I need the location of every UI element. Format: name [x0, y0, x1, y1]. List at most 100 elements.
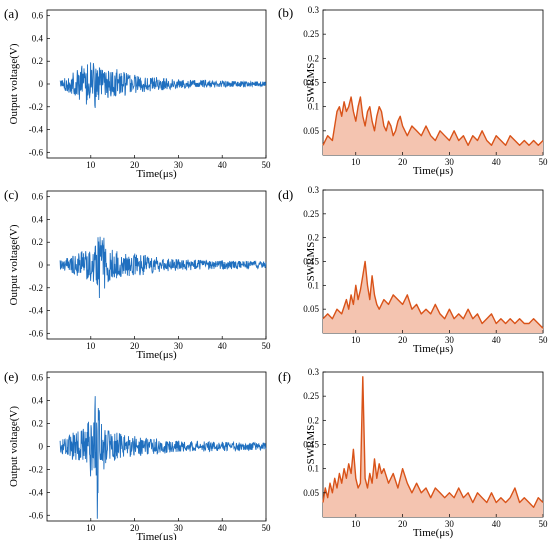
y-tick-label: 0.4	[32, 396, 44, 406]
y-tick-label: 0.15	[303, 257, 319, 267]
x-tick-label: 20	[398, 519, 408, 529]
x-axis-label: Time(μs)	[413, 165, 454, 177]
x-tick-label: 30	[174, 160, 184, 170]
x-tick-label: 30	[174, 341, 184, 351]
swrms-area	[323, 376, 543, 517]
y-tick-label: -0.4	[29, 306, 44, 316]
y-tick-label: 0.05	[303, 304, 319, 314]
y-tick-label: 0.05	[303, 126, 319, 136]
panel-label: (f)	[278, 369, 291, 384]
x-tick-label: 50	[262, 160, 272, 170]
y-tick-label: 0.6	[32, 373, 44, 383]
y-tick-label: -0.4	[29, 487, 44, 497]
chart-panel-e: (e) 10 20 30 40 50 -0.6 -0.4 -0.2 0 0.2 0.4 0.6 Time(…	[4, 369, 271, 540]
y-tick-label: 0.2	[308, 415, 319, 425]
x-axis-label: Time(μs)	[136, 349, 177, 361]
x-tick-label: 40	[218, 160, 228, 170]
x-tick-label: 20	[130, 160, 140, 170]
x-tick-label: 10	[351, 519, 361, 529]
x-axis-label: Time(μs)	[136, 531, 177, 540]
x-tick-label: 10	[351, 157, 361, 167]
y-tick-label: 0.3	[308, 367, 320, 377]
y-tick-label: 0.25	[303, 391, 319, 401]
x-tick-label: 20	[130, 523, 140, 533]
y-tick-label: 0.2	[32, 419, 43, 429]
x-axis-label: Time(μs)	[413, 527, 454, 539]
x-tick-label: 30	[445, 157, 455, 167]
x-axis-label: Time(μs)	[136, 168, 177, 180]
x-tick-label: 50	[262, 341, 272, 351]
y-tick-label: 0.2	[32, 56, 43, 66]
y-tick-label: 0.4	[32, 33, 44, 43]
y-tick-label: 0.25	[303, 209, 319, 219]
y-tick-label: 0.15	[303, 78, 319, 88]
x-tick-label: 40	[218, 341, 228, 351]
x-tick-label: 40	[492, 519, 502, 529]
x-tick-label: 40	[218, 523, 228, 533]
y-axis-label: Output voltage(V)	[8, 224, 20, 305]
x-tick-label: 50	[539, 519, 549, 529]
y-axis-label: SWRMS	[305, 242, 317, 282]
y-tick-label: -0.2	[29, 464, 43, 474]
swrms-line	[322, 96, 544, 146]
y-tick-label: -0.6	[29, 147, 44, 157]
y-tick-label: 0.1	[308, 280, 319, 290]
signal-trace	[59, 62, 267, 108]
y-tick-label: 0.05	[303, 488, 319, 498]
y-tick-label: 0.1	[308, 102, 319, 112]
chart-panel-c: (c) 10 20 30 40 50 -0.6 -0.4 -0.2 0 0.2 0.4 0.6 Time(…	[4, 187, 271, 361]
swrms-line	[322, 260, 544, 329]
x-tick-label: 40	[492, 335, 502, 345]
y-tick-label: -0.2	[29, 102, 43, 112]
y-tick-label: -0.6	[29, 328, 44, 338]
y-tick-label: 0	[39, 442, 44, 452]
x-axis-label: Time(μs)	[413, 343, 454, 355]
x-tick-label: 50	[539, 335, 549, 345]
panel-label: (e)	[4, 369, 18, 384]
x-tick-label: 30	[445, 519, 455, 529]
y-tick-label: 0.3	[308, 5, 320, 15]
chart-panel-d: (d) 10 20 30 40 50 0.05 0.1 0.15 0.2 0.25 0.3 Time(μ…	[278, 185, 548, 355]
y-tick-label: 0.3	[308, 185, 320, 195]
x-tick-label: 40	[492, 157, 502, 167]
y-tick-label: 0.25	[303, 29, 319, 39]
panel-label: (d)	[278, 187, 293, 202]
y-tick-label: 0.2	[308, 53, 319, 63]
y-tick-label: -0.6	[29, 510, 44, 520]
y-tick-label: 0	[39, 79, 44, 89]
y-axis-label: Output voltage(V)	[8, 406, 20, 487]
y-tick-label: 0.1	[308, 464, 319, 474]
y-tick-label: 0	[39, 260, 44, 270]
y-axis-label: SWRMS	[305, 63, 317, 103]
x-tick-label: 30	[174, 523, 184, 533]
y-tick-label: 0.6	[32, 11, 44, 21]
swrms-area	[323, 261, 543, 333]
y-axis-label: Output voltage(V)	[8, 43, 20, 124]
x-tick-label: 10	[86, 341, 96, 351]
y-tick-label: -0.2	[29, 283, 43, 293]
signal-trace	[59, 396, 267, 519]
chart-panel-b: (b) 10 20 30 40 50 0.05 0.1 0.15 0.2 0.25 0.3 Time(μ…	[278, 5, 548, 177]
panel-label: (c)	[4, 187, 18, 202]
x-tick-label: 10	[351, 335, 361, 345]
panel-label: (b)	[278, 5, 293, 20]
panel-label: (a)	[4, 6, 18, 21]
x-tick-label: 30	[445, 335, 455, 345]
x-tick-label: 50	[262, 523, 272, 533]
x-tick-label: 20	[130, 341, 140, 351]
chart-panel-f: (f) 10 20 30 40 50 0.05 0.1 0.15 0.2 0.25 0.3 Time(μ…	[278, 367, 548, 539]
swrms-line	[322, 376, 544, 508]
x-tick-label: 10	[86, 523, 96, 533]
y-axis-label: SWRMS	[305, 425, 317, 465]
x-tick-label: 10	[86, 160, 96, 170]
y-tick-label: 0.4	[32, 214, 44, 224]
y-tick-label: 0.2	[32, 237, 43, 247]
chart-panel-a: (a) 10 20 30 40 50 -0.6 -0.4 -0.2 0 0.2 0.4 0.6 Time(…	[4, 6, 271, 180]
x-tick-label: 50	[539, 157, 549, 167]
x-tick-label: 20	[398, 157, 408, 167]
signal-trace	[59, 236, 267, 299]
y-tick-label: 0.2	[308, 233, 319, 243]
x-tick-label: 20	[398, 335, 408, 345]
y-tick-label: 0.6	[32, 192, 44, 202]
